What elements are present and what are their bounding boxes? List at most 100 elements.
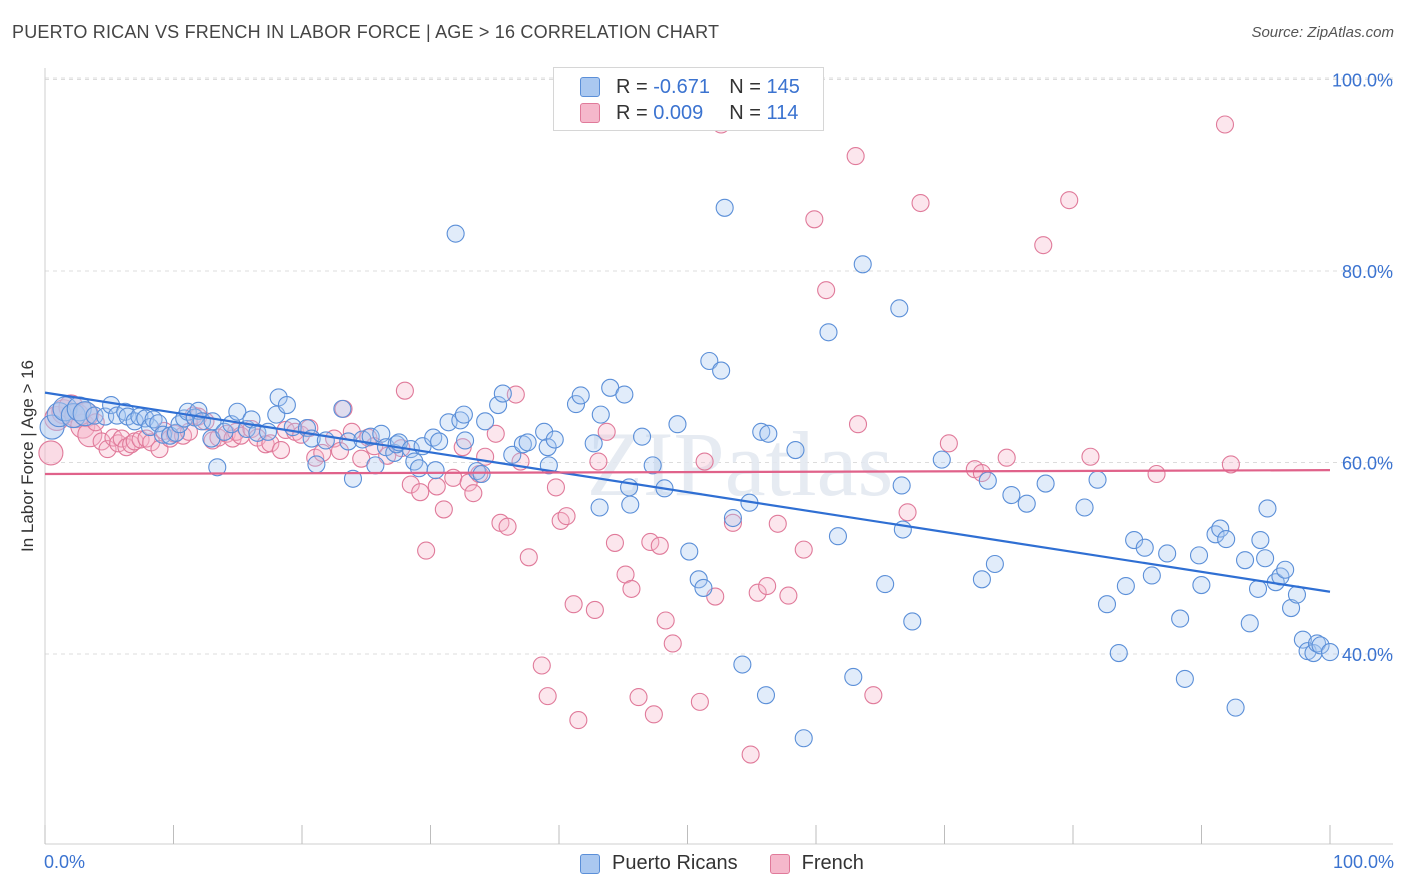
french-point [846, 147, 865, 166]
french-point [486, 424, 505, 443]
french-point [506, 385, 525, 404]
french-point [434, 500, 453, 519]
puerto-rican-point [1226, 698, 1245, 717]
puerto-rican-point [786, 441, 805, 460]
french-point [261, 434, 280, 453]
x-tick-min: 0.0% [44, 852, 86, 872]
french-point [1034, 236, 1053, 255]
puerto-rican-point [1217, 530, 1236, 549]
french-point [629, 688, 648, 707]
puerto-rican-point [518, 433, 537, 452]
puerto-rican-point [759, 424, 778, 443]
french-point [498, 517, 517, 536]
french-point [585, 600, 604, 620]
french-point [557, 507, 576, 526]
puerto-rican-point [1258, 499, 1277, 518]
legend-item-puerto-ricans[interactable]: Puerto Ricans [580, 852, 738, 875]
puerto-rican-point [366, 456, 385, 475]
puerto-rican-point [1075, 498, 1094, 517]
puerto-rican-point [454, 405, 473, 424]
puerto-rican-point [1158, 544, 1177, 563]
puerto-rican-point [1002, 486, 1021, 505]
puerto-rican-point [1036, 474, 1055, 493]
puerto-rican-point [903, 612, 922, 631]
puerto-rican-point [1311, 636, 1330, 655]
y-tick-label: 60.0% [1342, 454, 1393, 474]
french-point [1060, 191, 1079, 210]
french-trend-line [44, 469, 1331, 476]
puerto-rican-point [1116, 576, 1135, 596]
french-point [417, 541, 436, 560]
puerto-rican-point [456, 431, 475, 450]
puerto-rican-point [1017, 494, 1036, 513]
french-point [848, 415, 868, 434]
legend-item-french[interactable]: French [769, 852, 864, 875]
puerto-rican-point [756, 686, 776, 705]
puerto-rican-point [972, 570, 991, 589]
french-point [864, 686, 883, 705]
french-point [589, 452, 608, 471]
puerto-rican-point [1235, 551, 1255, 570]
watermark: ZIPatlas [587, 413, 894, 515]
puerto-ricans-swatch [580, 77, 600, 97]
french-point [663, 634, 682, 653]
puerto-rican-point [689, 570, 708, 589]
french-r-value: 0.009 [653, 101, 704, 124]
puerto-rican-point [1175, 669, 1194, 688]
puerto-rican-points [39, 198, 1340, 748]
puerto-rican-point [1206, 525, 1225, 544]
r-label: R = [616, 101, 648, 124]
puerto-rican-point [890, 299, 909, 318]
puerto-rican-point [794, 729, 813, 748]
french-point [690, 692, 709, 711]
puerto-rican-point [819, 323, 838, 342]
french-point [98, 440, 117, 459]
french-point [453, 438, 472, 457]
puerto-rican-point [700, 351, 719, 371]
puerto-rican-point [208, 458, 227, 477]
puerto-rican-point [571, 386, 590, 405]
y-tick-label: 40.0% [1342, 645, 1393, 665]
french-point [656, 611, 675, 630]
puerto-rican-point [451, 411, 470, 430]
puerto-ricans-legend-swatch [580, 853, 600, 874]
french-point [411, 483, 430, 502]
french-point [650, 536, 669, 555]
french-n-value: 114 [766, 101, 799, 124]
x-tick-max: 100.0% [1332, 852, 1394, 872]
puerto-rican-point [1293, 630, 1312, 649]
source-credit: Source: ZipAtlas.com [1251, 24, 1394, 41]
puerto-rican-point [1251, 531, 1270, 550]
puerto-rican-point [545, 430, 564, 449]
stats-row-french: R = 0.009 N = 114 [580, 100, 798, 126]
puerto-rican-point [1211, 519, 1230, 538]
n-label: N = [729, 101, 761, 124]
puerto-rican-point [1320, 643, 1340, 662]
puerto-rican-point [489, 395, 508, 415]
french-point [695, 452, 714, 471]
puerto-rican-point [1097, 595, 1117, 614]
puerto-rican-point [633, 427, 652, 446]
r-label: R = [616, 75, 648, 98]
french-point [564, 595, 583, 614]
french-point [768, 514, 787, 533]
french-point [741, 745, 760, 764]
puerto-rican-point [277, 395, 296, 415]
french-point [805, 210, 824, 229]
french-point [131, 430, 150, 449]
puerto-rican-point [1282, 598, 1301, 618]
puerto-rican-point [535, 422, 554, 441]
french-point [641, 532, 660, 552]
puerto-ricans-trend-line [44, 391, 1331, 593]
y-tick-labels: 40.0% 60.0% 80.0% 100.0% [1332, 71, 1393, 666]
puerto-rican-point [712, 361, 731, 380]
french-legend-swatch [769, 853, 790, 874]
puerto-rican-point [361, 427, 380, 446]
puerto-rican-point [680, 542, 699, 561]
french-point [395, 381, 414, 400]
trend-lines [44, 391, 1331, 593]
puerto-rican-point [476, 412, 495, 431]
french-point [817, 281, 836, 300]
puerto-rican-point [439, 413, 458, 432]
puerto-rican-point [978, 471, 997, 490]
